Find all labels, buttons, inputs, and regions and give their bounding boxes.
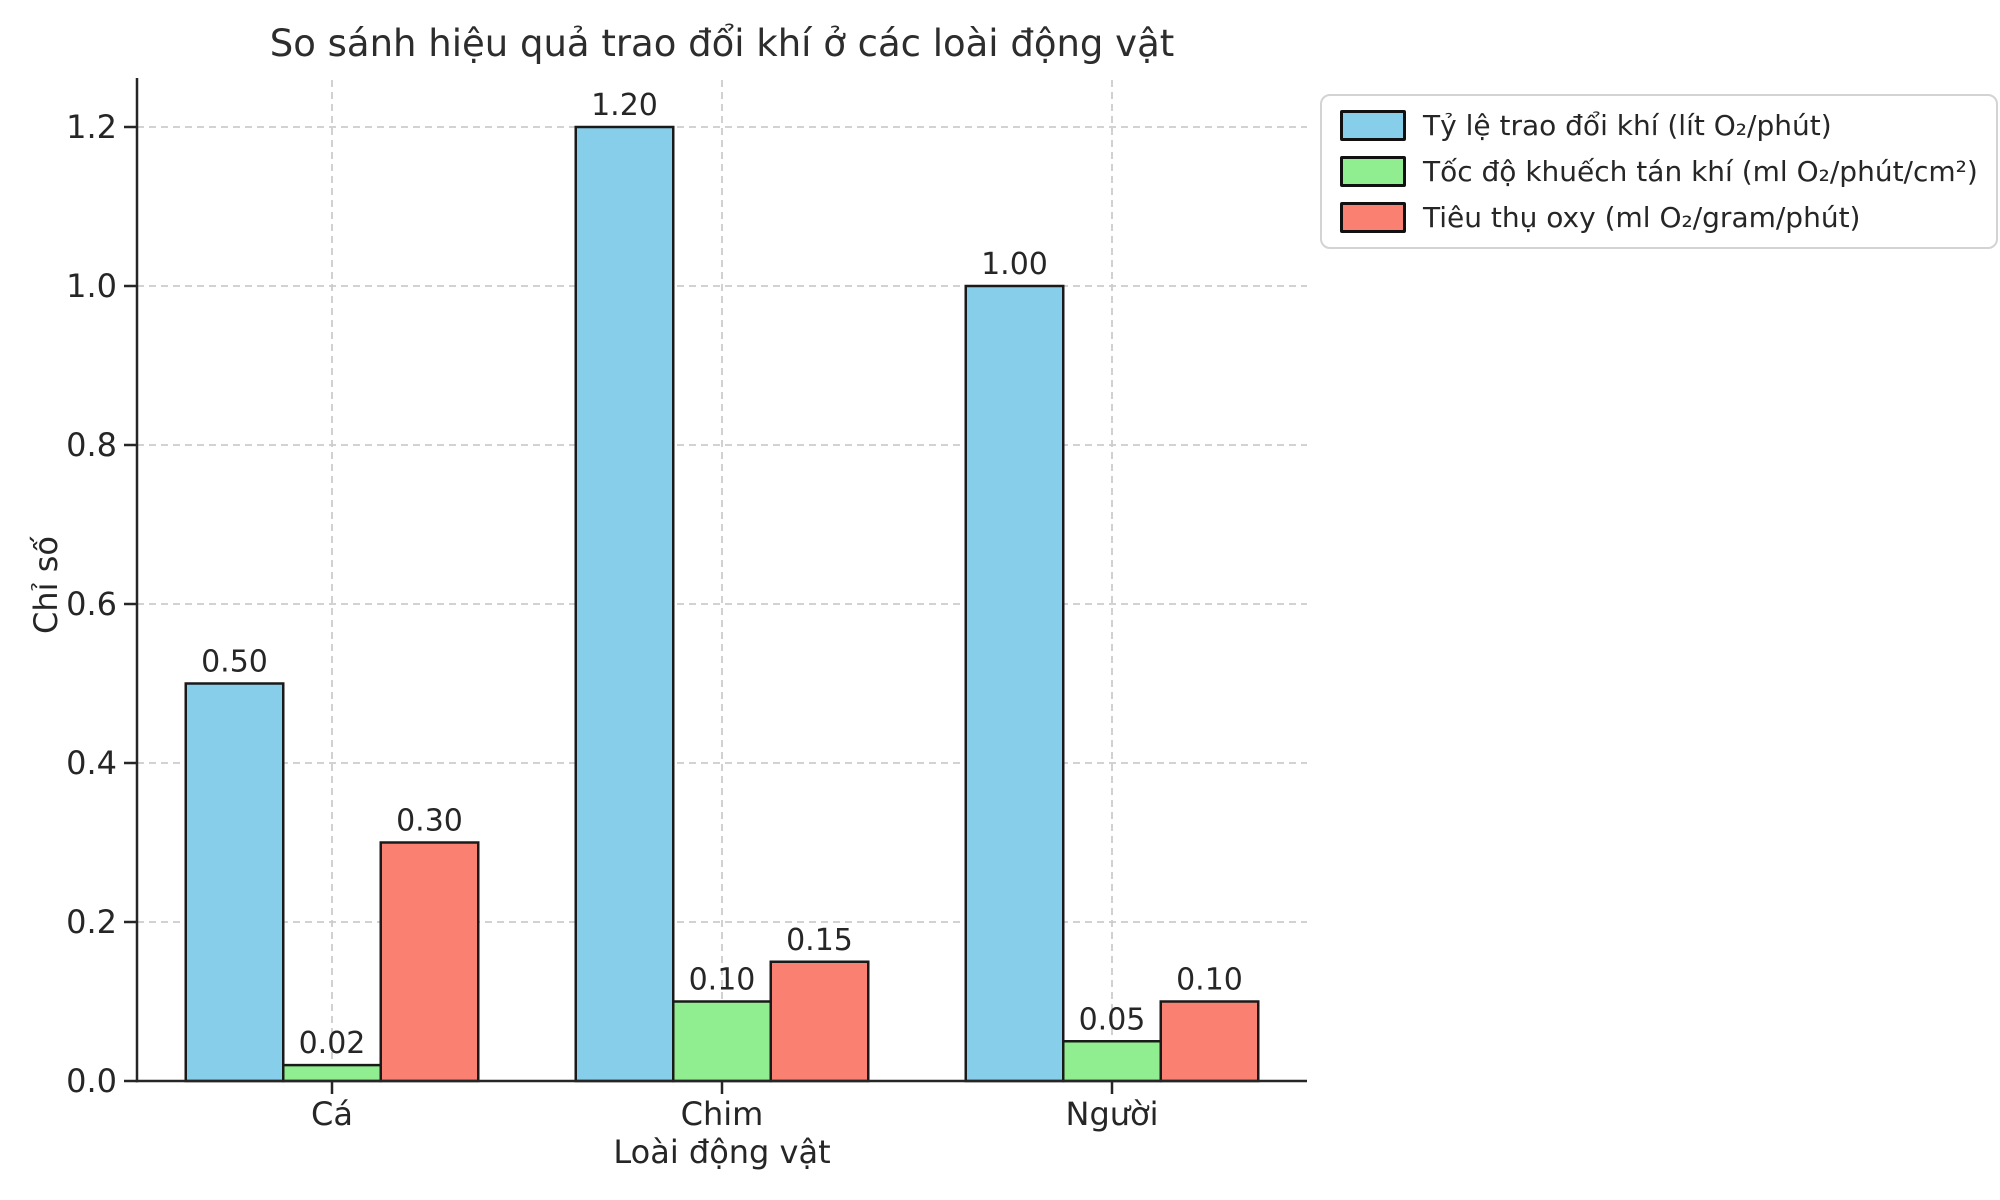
- bar-value-label: 0.15: [786, 923, 853, 958]
- bar-s0-c2: [964, 284, 1065, 1083]
- bar-s1-c0: [282, 1063, 382, 1083]
- x-tick-label: Cá: [311, 1095, 353, 1133]
- legend: Tỷ lệ trao đổi khí (lít O₂/phút) Tốc độ k…: [1320, 94, 1998, 249]
- legend-item-1: Tốc độ khuếch tán khí (ml O₂/phút/cm²): [1340, 155, 1978, 188]
- legend-swatch-0: [1340, 110, 1406, 141]
- bar-s1-c2: [1062, 1040, 1162, 1083]
- y-tick-label: 0.2: [66, 903, 117, 941]
- y-tick-label: 1.2: [66, 108, 117, 146]
- bar-s1-c1: [672, 1000, 772, 1083]
- legend-item-0: Tỷ lệ trao đổi khí (lít O₂/phút): [1340, 109, 1978, 142]
- bar-s0-c1: [574, 125, 675, 1083]
- bar-s0-c0: [184, 682, 285, 1083]
- y-tick-label: 0.8: [66, 426, 117, 464]
- bar-s2-c2: [1159, 1000, 1260, 1083]
- legend-label-0: Tỷ lệ trao đổi khí (lít O₂/phút): [1423, 109, 1832, 142]
- y-tick-label: 0.0: [66, 1062, 117, 1100]
- bar-value-label: 0.02: [299, 1026, 366, 1061]
- bar-s2-c1: [769, 960, 870, 1083]
- bar-value-label: 0.10: [1176, 963, 1243, 998]
- legend-swatch-2: [1340, 202, 1406, 233]
- bar-value-label: 0.10: [689, 963, 756, 998]
- bar-value-label: 1.20: [591, 88, 658, 123]
- chart-title: So sánh hiệu quả trao đổi khí ở các loài…: [269, 22, 1175, 65]
- legend-label-2: Tiêu thụ oxy (ml O₂/gram/phút): [1423, 201, 1861, 234]
- y-tick-label: 0.6: [66, 585, 117, 623]
- x-tick-label: Chim: [681, 1095, 764, 1133]
- bar-value-label: 0.05: [1079, 1002, 1146, 1037]
- bar-value-label: 1.00: [981, 247, 1048, 282]
- x-axis-label: Loài động vật: [613, 1133, 831, 1171]
- x-tick-label: Người: [1066, 1095, 1159, 1133]
- y-tick-label: 1.0: [66, 267, 117, 305]
- bar-value-label: 0.30: [396, 804, 463, 839]
- legend-item-2: Tiêu thụ oxy (ml O₂/gram/phút): [1340, 201, 1978, 234]
- legend-label-1: Tốc độ khuếch tán khí (ml O₂/phút/cm²): [1423, 155, 1978, 188]
- bar-value-label: 0.50: [201, 645, 268, 680]
- bar-s2-c0: [379, 841, 480, 1083]
- y-tick-label: 0.4: [66, 744, 117, 782]
- legend-swatch-1: [1340, 156, 1406, 187]
- y-axis-label: Chỉ số: [27, 536, 65, 634]
